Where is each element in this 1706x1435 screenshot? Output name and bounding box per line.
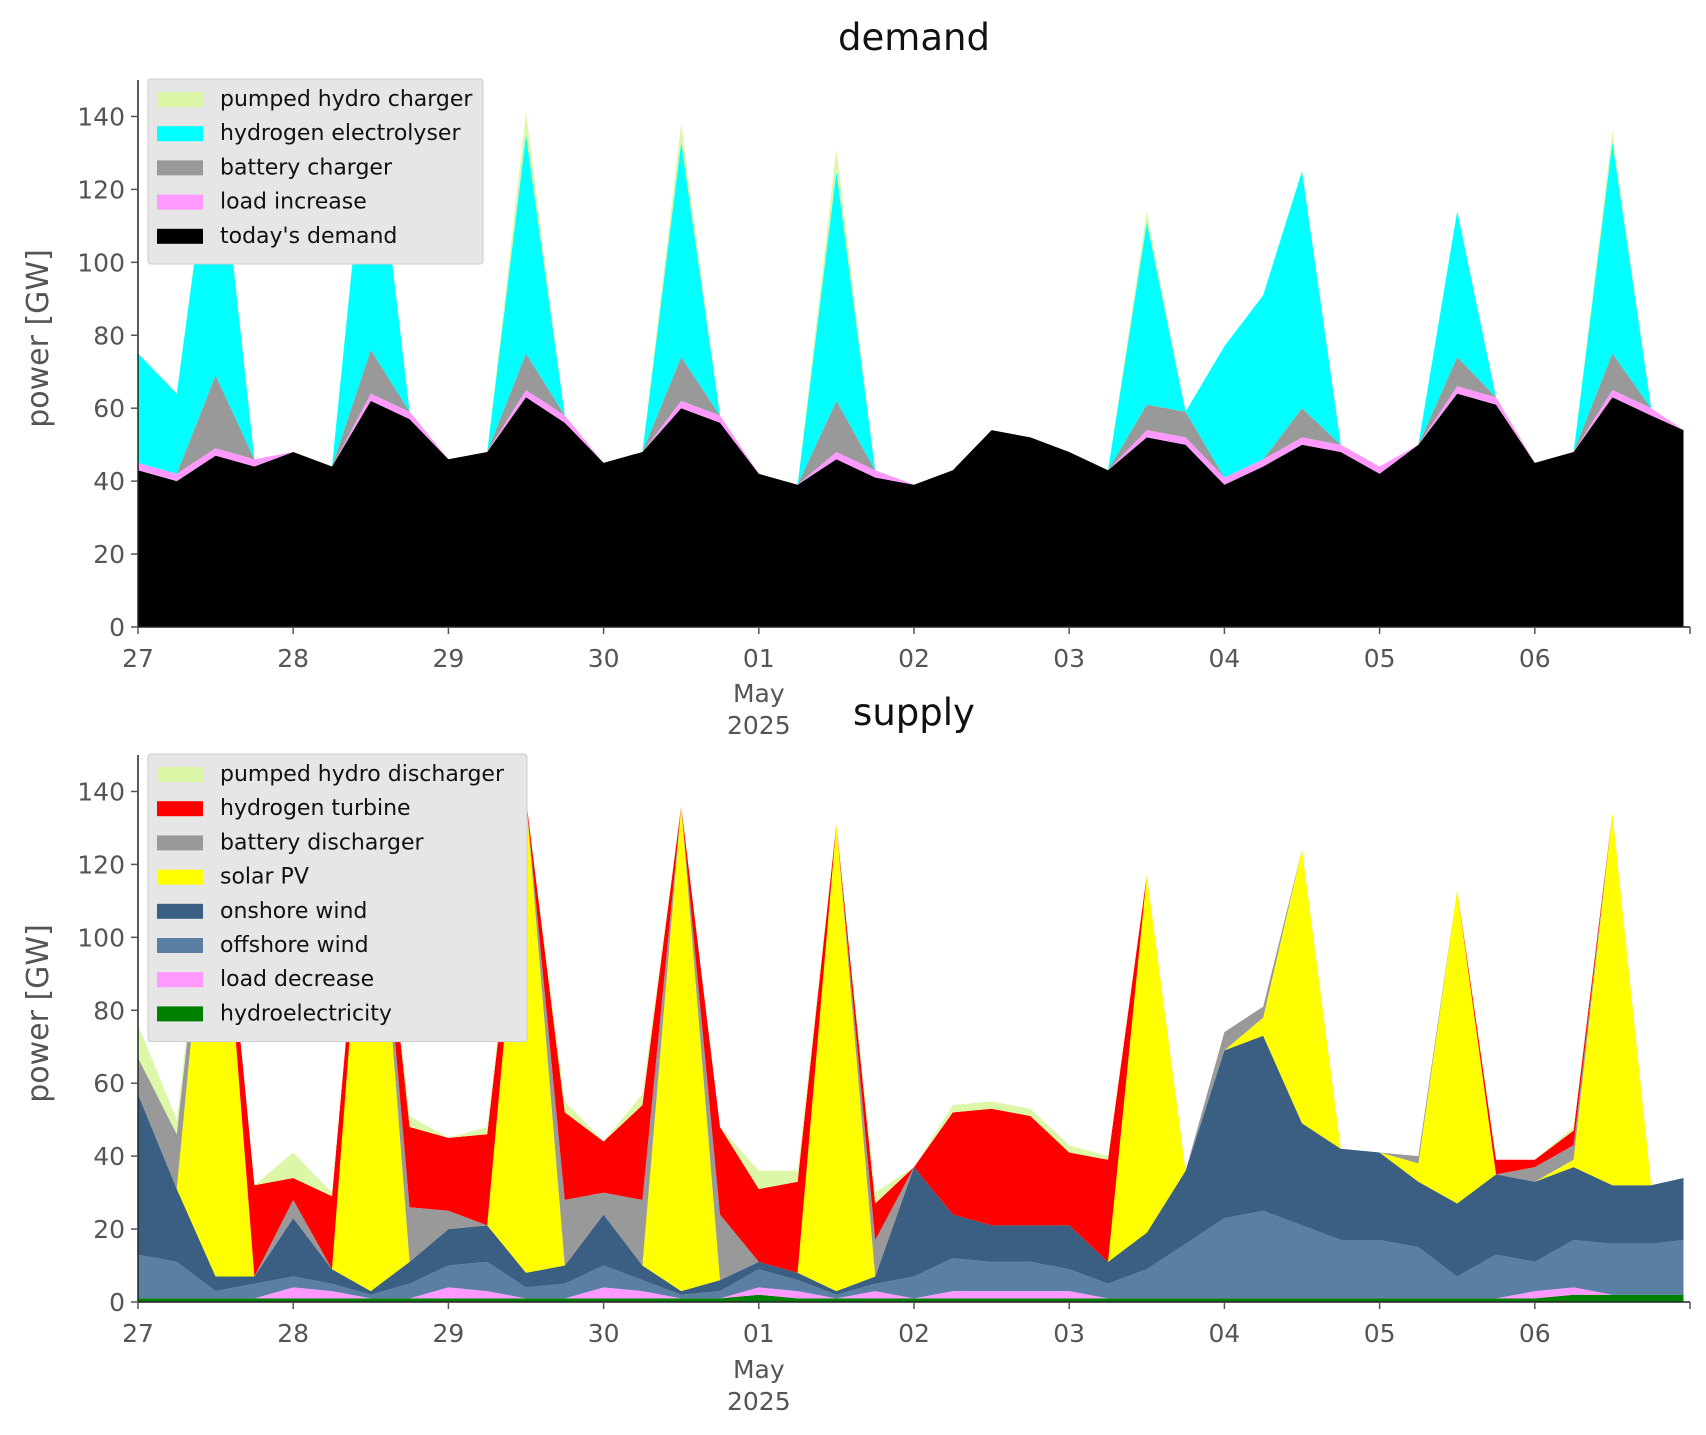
demand-x-month-label: May <box>733 679 785 708</box>
demand-y-tick-label: 40 <box>93 467 125 496</box>
demand-legend-swatch <box>157 194 203 210</box>
supply-legend-swatch <box>157 767 203 782</box>
demand-area-today-s-demand <box>138 393 1684 627</box>
demand-x-tick-label: 05 <box>1364 644 1396 673</box>
supply-x-tick-label: 06 <box>1519 1319 1551 1348</box>
supply-legend-label: pumped hydro discharger <box>220 762 505 787</box>
demand-y-tick-label: 0 <box>109 613 125 642</box>
demand-y-tick-label: 20 <box>93 540 125 569</box>
demand-x-tick-label: 29 <box>432 644 464 673</box>
supply-y-tick-label: 40 <box>93 1142 125 1171</box>
supply-area-onshore-wind <box>138 1035 1684 1295</box>
demand-area-hydrogen-electrolyser <box>138 80 1684 485</box>
demand-y-tick-label: 60 <box>93 394 125 423</box>
supply-y-tick-label: 80 <box>93 996 125 1025</box>
demand-legend-swatch <box>157 160 203 176</box>
demand-legend-label: hydrogen electrolyser <box>220 121 461 146</box>
supply-area-hydroelectricity <box>138 1294 1684 1302</box>
demand-x-tick-label: 03 <box>1053 644 1085 673</box>
demand-x-year-label: 2025 <box>727 711 791 740</box>
supply-x-tick-label: 04 <box>1208 1319 1240 1348</box>
supply-x-tick-label: 27 <box>122 1319 154 1348</box>
supply-area-load-decrease <box>138 1287 1684 1299</box>
supply-legend-label: load decrease <box>220 967 374 992</box>
supply-y-tick-label: 60 <box>93 1069 125 1098</box>
demand-chart-title: demand <box>838 16 990 59</box>
demand-area-battery-charger <box>138 349 1684 485</box>
supply-legend-label: battery discharger <box>220 830 425 855</box>
supply-legend-swatch <box>157 903 203 919</box>
demand-x-tick-label: 06 <box>1519 644 1551 673</box>
supply-legend-swatch <box>157 972 203 988</box>
supply-legend-swatch <box>157 835 203 851</box>
demand-legend-swatch <box>157 92 203 107</box>
supply-legend-swatch <box>157 938 203 953</box>
demand-y-axis-label: power [GW] <box>21 249 56 428</box>
supply-legend-swatch <box>157 801 203 817</box>
supply-x-month-label: May <box>733 1355 785 1384</box>
demand-x-tick-label: 04 <box>1208 644 1240 673</box>
supply-legend-label: solar PV <box>220 865 309 890</box>
demand-legend-label: load increase <box>220 190 367 215</box>
supply-legend-swatch <box>157 869 203 885</box>
supply-x-tick-label: 03 <box>1053 1319 1085 1348</box>
demand-x-tick-label: 02 <box>898 644 930 673</box>
supply-legend-box <box>147 753 528 1043</box>
demand-legend-label: today's demand <box>220 224 397 249</box>
supply-area-offshore-wind <box>138 1210 1684 1299</box>
supply-legend-label: onshore wind <box>220 899 367 924</box>
supply-x-tick-label: 02 <box>898 1319 930 1348</box>
demand-legend-label: pumped hydro charger <box>220 87 473 112</box>
demand-x-tick-label: 27 <box>122 644 154 673</box>
demand-x-tick-label: 30 <box>588 644 620 673</box>
supply-y-tick-label: 100 <box>77 923 125 952</box>
demand-y-tick-label: 80 <box>93 321 125 350</box>
supply-x-tick-label: 30 <box>588 1319 620 1348</box>
supply-y-axis-label: power [GW] <box>21 924 56 1103</box>
supply-y-tick-label: 0 <box>109 1288 125 1317</box>
supply-x-tick-label: 28 <box>277 1319 309 1348</box>
supply-legend-label: hydroelectricity <box>220 1001 392 1026</box>
supply-legend-label: hydrogen turbine <box>220 796 411 821</box>
demand-y-tick-label: 120 <box>77 175 125 204</box>
supply-legend-label: offshore wind <box>220 933 369 958</box>
demand-y-tick-label: 100 <box>77 248 125 277</box>
supply-x-tick-label: 01 <box>743 1319 775 1348</box>
demand-x-tick-label: 01 <box>743 644 775 673</box>
supply-x-tick-label: 29 <box>432 1319 464 1348</box>
demand-x-tick-label: 28 <box>277 644 309 673</box>
demand-y-tick-label: 140 <box>77 102 125 131</box>
supply-legend-swatch <box>157 1006 203 1022</box>
supply-y-tick-label: 140 <box>77 777 125 806</box>
supply-y-tick-label: 120 <box>77 850 125 879</box>
supply-x-tick-label: 05 <box>1364 1319 1396 1348</box>
supply-area-pumped-hydro-discharger <box>138 762 1684 1204</box>
supply-x-year-label: 2025 <box>727 1387 791 1416</box>
supply-chart-title: supply <box>853 691 975 734</box>
demand-legend-label: battery charger <box>220 155 393 180</box>
supply-y-tick-label: 20 <box>93 1215 125 1244</box>
demand-legend-box <box>147 78 484 265</box>
demand-legend-swatch <box>157 126 203 142</box>
demand-legend-swatch <box>157 228 203 244</box>
